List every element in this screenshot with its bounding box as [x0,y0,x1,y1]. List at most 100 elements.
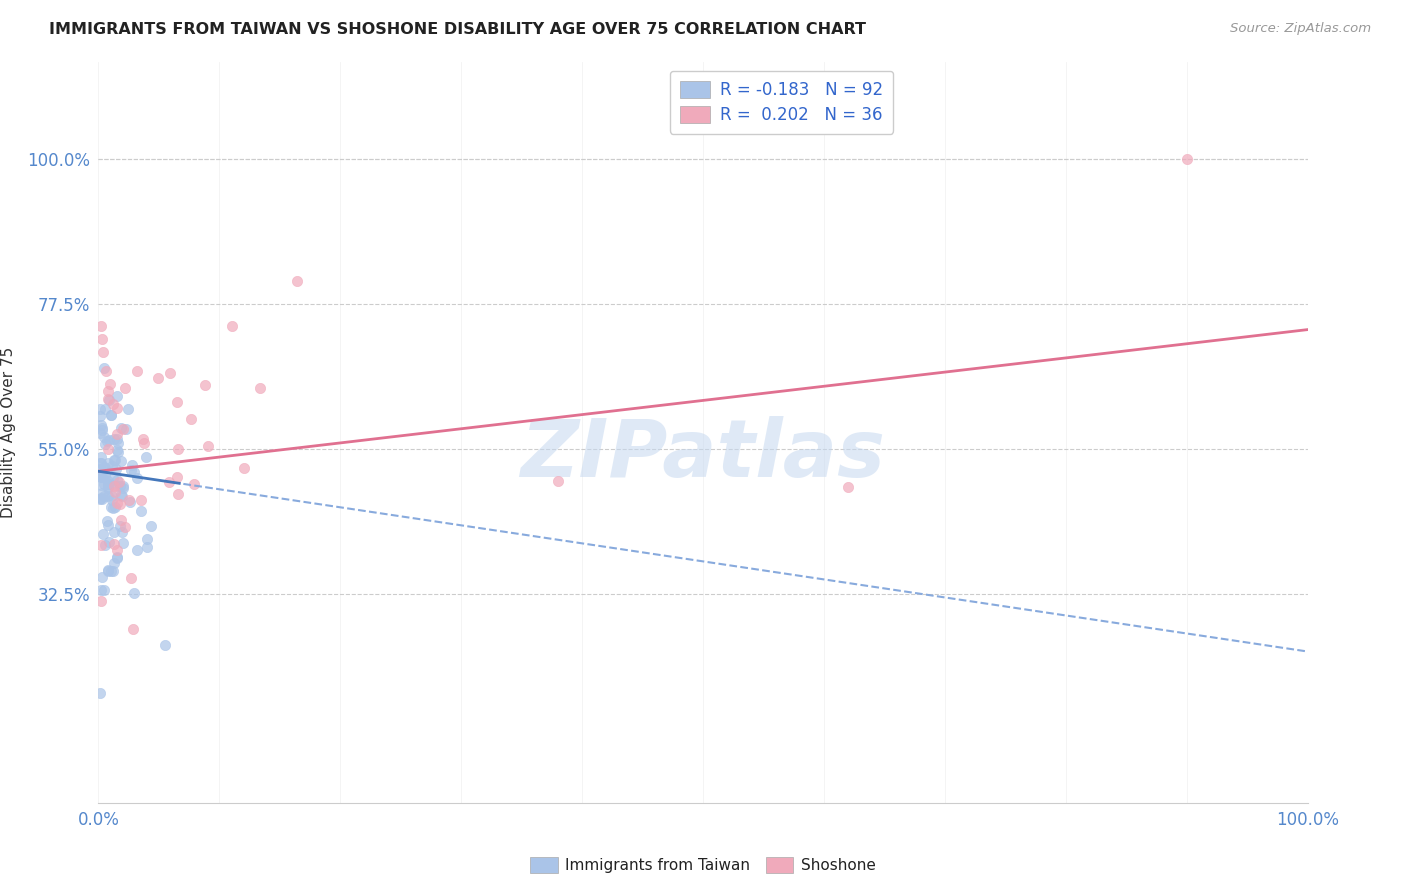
Point [97,481,120,495]
Point [90,456,112,470]
Point [90,470,112,484]
Point [89,491,111,506]
Point [118,493,141,508]
Point [105,389,128,403]
Point [107,445,129,459]
Point [100,500,122,514]
Point [93,477,115,491]
Point [90,418,112,433]
Point [98,535,121,549]
Point [103,536,125,550]
Point [98,393,121,408]
Point [91,470,114,484]
Point [221,319,243,334]
Point [125,471,148,485]
Point [194,378,217,392]
Point [125,542,148,557]
Point [98,477,121,491]
Point [97,564,120,578]
Point [183,477,205,491]
Point [135,450,157,464]
Point [97,442,120,457]
Point [120,463,142,477]
Point [89,402,111,417]
Point [105,442,128,457]
Point [103,471,125,485]
Point [103,453,125,467]
Point [90,491,112,506]
Point [180,411,202,425]
Point [105,432,128,446]
Point [103,432,125,446]
Point [110,513,132,527]
Point [120,495,142,509]
Point [1175,152,1198,166]
Point [111,479,134,493]
Point [94,461,117,475]
Text: ZIPatlas: ZIPatlas [520,416,886,494]
Point [111,490,134,504]
Point [90,538,112,552]
Point [94,538,117,552]
Point [167,487,190,501]
Point [100,408,122,422]
Point [104,453,127,467]
Point [159,367,181,381]
Point [125,364,148,378]
Point [110,454,132,468]
Point [108,475,131,489]
Point [547,474,569,488]
Point [114,381,136,395]
Point [101,500,124,515]
Point [100,377,122,392]
Point [89,409,111,423]
Point [114,422,136,436]
Point [108,498,131,512]
Point [97,481,120,495]
Point [134,435,156,450]
Point [93,468,115,483]
Point [110,420,132,434]
Point [166,442,188,456]
Point [105,462,128,476]
Point [100,564,122,578]
Point [90,583,112,598]
Point [96,434,118,448]
Point [101,564,124,578]
Point [96,514,118,528]
Point [97,433,120,447]
Point [129,503,152,517]
Point [97,476,120,491]
Point [104,500,127,515]
Point [97,563,120,577]
Point [97,489,120,503]
Y-axis label: Disability Age Over 75: Disability Age Over 75 [1,347,15,518]
Point [105,542,128,557]
Point [110,488,132,502]
Point [105,550,128,565]
Point [105,401,128,416]
Point [232,461,254,475]
Point [97,384,120,398]
Point [91,526,114,541]
Point [89,686,111,700]
Point [103,525,125,540]
Point [94,401,117,416]
Point [93,429,115,443]
Point [100,458,122,473]
Point [91,570,114,584]
Point [121,458,143,472]
Point [90,478,112,492]
Point [249,381,271,395]
Point [108,479,131,493]
Point [107,436,129,450]
Point [100,408,122,422]
Point [111,524,134,539]
Point [97,474,120,488]
Point [90,450,112,464]
Point [89,456,111,470]
Point [122,586,145,600]
Point [114,520,136,534]
Point [91,332,114,346]
Point [93,489,115,503]
